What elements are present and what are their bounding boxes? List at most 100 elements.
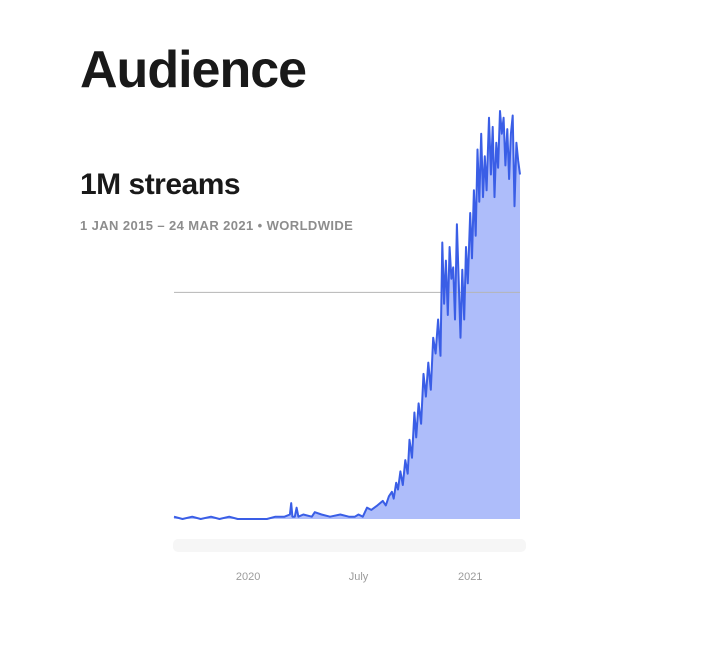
data-point: [463, 319, 465, 321]
data-point: [430, 389, 432, 391]
data-point: [289, 514, 291, 516]
data-point: [482, 196, 484, 198]
data-point: [452, 266, 454, 268]
data-point: [461, 269, 463, 271]
data-point: [465, 246, 467, 248]
data-point: [437, 319, 439, 321]
data-point: [512, 115, 514, 117]
data-point: [475, 235, 477, 237]
data-point: [219, 518, 221, 520]
data-point: [435, 353, 437, 355]
data-point: [440, 355, 442, 357]
data-point: [291, 516, 293, 518]
date-range: 1 JAN 2015 – 24 MAR 2021: [80, 218, 254, 233]
data-point: [370, 509, 372, 511]
data-point: [490, 174, 492, 176]
data-point: [488, 117, 490, 119]
data-point: [339, 514, 341, 516]
data-point: [499, 110, 501, 112]
data-point: [503, 117, 505, 119]
data-point: [517, 160, 519, 162]
data-point: [393, 498, 395, 500]
data-point: [297, 516, 299, 518]
data-point: [311, 516, 313, 518]
data-point: [266, 518, 268, 520]
data-point: [510, 133, 512, 135]
data-point: [348, 516, 350, 518]
data-point: [354, 516, 356, 518]
data-point: [358, 514, 360, 516]
page-title: Audience: [80, 41, 307, 99]
data-point: [477, 149, 479, 151]
data-point: [443, 303, 445, 305]
data-point: [450, 278, 452, 280]
data-point: [413, 412, 415, 414]
data-point: [515, 142, 517, 144]
data-point: [415, 436, 417, 438]
data-point: [191, 516, 193, 518]
separator-dot: •: [257, 218, 263, 233]
x-tick-label: 2020: [236, 571, 260, 583]
data-point: [321, 514, 323, 516]
date-range-region: 1 JAN 2015 – 24 MAR 2021 • WORLDWIDE: [80, 218, 353, 233]
data-point: [427, 362, 429, 364]
data-point: [432, 337, 434, 339]
data-point: [460, 337, 462, 339]
data-point: [497, 167, 499, 169]
data-point: [397, 489, 399, 491]
timeline-scroll-track[interactable]: [173, 539, 526, 552]
data-point: [182, 518, 184, 520]
data-point: [274, 516, 276, 518]
data-point: [404, 459, 406, 461]
data-point: [391, 491, 393, 493]
data-point: [329, 516, 331, 518]
data-point: [290, 502, 292, 504]
data-point: [420, 423, 422, 425]
data-point: [480, 133, 482, 135]
data-point: [382, 500, 384, 502]
data-point: [407, 473, 409, 475]
data-point: [454, 319, 456, 321]
data-point: [284, 516, 286, 518]
data-point: [210, 516, 212, 518]
data-point: [425, 396, 427, 398]
data-point: [302, 514, 304, 516]
streams-line: [173, 110, 521, 520]
data-point: [486, 189, 488, 191]
data-point: [385, 504, 387, 506]
region-label: WORLDWIDE: [266, 218, 354, 233]
x-axis-ticks: 2020 July 2021: [236, 571, 483, 583]
data-point: [471, 257, 473, 259]
data-point: [423, 373, 425, 375]
data-point: [376, 504, 378, 506]
data-point: [467, 282, 469, 284]
streams-area-fill: [174, 111, 520, 519]
data-point: [445, 260, 447, 262]
data-point: [519, 174, 521, 176]
data-point: [506, 128, 508, 130]
data-point: [456, 223, 458, 225]
data-point: [484, 155, 486, 157]
data-point: [514, 205, 516, 207]
data-point: [173, 516, 175, 518]
data-point: [200, 518, 202, 520]
data-point: [294, 516, 296, 518]
data-point: [395, 482, 397, 484]
data-point: [362, 516, 364, 518]
x-tick-label: July: [349, 571, 369, 583]
data-point: [501, 133, 503, 135]
data-point: [447, 314, 449, 316]
data-point: [399, 470, 401, 472]
data-point: [409, 439, 411, 441]
data-point: [458, 280, 460, 282]
data-point: [256, 518, 258, 520]
data-point: [402, 484, 404, 486]
data-point: [247, 518, 249, 520]
data-point: [314, 511, 316, 513]
data-point: [508, 178, 510, 180]
data-point: [441, 242, 443, 244]
x-tick-label: 2021: [458, 571, 482, 583]
data-point: [473, 189, 475, 191]
data-point: [492, 126, 494, 128]
data-point: [388, 495, 390, 497]
